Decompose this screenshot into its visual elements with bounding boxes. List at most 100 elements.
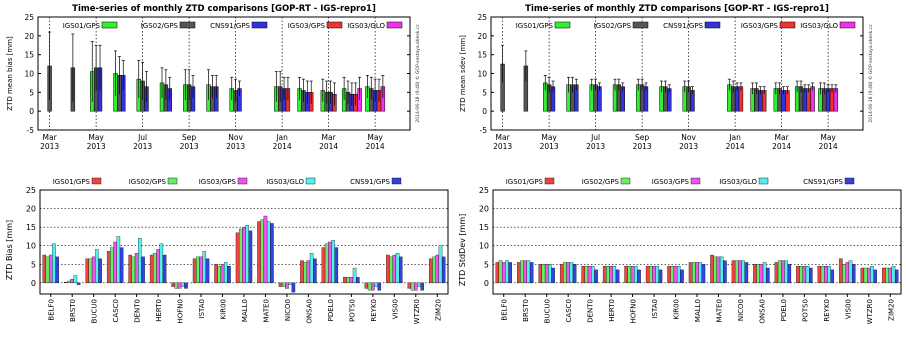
x-tick-year: 2013 [40, 142, 59, 151]
legend-label: CNS91/GPS [803, 178, 843, 186]
bar [171, 282, 175, 287]
bar [688, 262, 693, 284]
x-tick-year: 2014 [366, 142, 385, 151]
bar [42, 254, 47, 284]
legend-swatch [779, 21, 796, 29]
bar [266, 221, 271, 284]
bar [738, 260, 742, 284]
x-tick-month: Sep [635, 133, 649, 142]
x-tick-year: 2013 [586, 142, 605, 151]
bar [159, 243, 164, 284]
bar [805, 265, 810, 284]
bar [398, 256, 403, 284]
bar [566, 262, 570, 284]
bar [741, 260, 745, 284]
side-watermark-text: 2014-06-18 (9:48) © GOP-sestaya.ebesk.cz [414, 24, 421, 123]
bar [91, 256, 96, 284]
bar [520, 260, 524, 284]
bar [624, 265, 628, 284]
bar [205, 258, 210, 284]
bar [655, 265, 660, 284]
y-tick-label: 20 [24, 32, 34, 41]
legend-label: CNS91/GPS [663, 22, 703, 30]
y-tick-label: 20 [479, 205, 489, 214]
bar [548, 264, 552, 284]
bar [417, 282, 421, 287]
bar [777, 260, 782, 284]
bar [435, 254, 440, 284]
bar [281, 282, 286, 287]
bar [766, 267, 770, 284]
legend-label: IGS03/GPS [288, 22, 326, 30]
bar [710, 254, 714, 284]
y-tick-label: -5 [480, 126, 488, 135]
bar [612, 265, 617, 284]
bar [371, 282, 375, 291]
bar [774, 262, 779, 284]
bar [73, 275, 78, 284]
bar [162, 254, 167, 284]
legend-label: IGS03/GLO [800, 22, 838, 30]
x-tick-label: KIR00 [673, 299, 681, 319]
legend-swatch [391, 177, 402, 185]
bar [343, 277, 347, 284]
bar [95, 249, 99, 284]
x-tick-month: Mar [775, 133, 790, 142]
bar [242, 226, 246, 284]
bar [181, 282, 185, 287]
chart-station-stddev: 0 5 10 15 20 25 ZTD StdDev [mm] IGS01/GPS IGS02/… [453, 170, 906, 336]
x-tick-month: Jul [137, 133, 147, 142]
legend-swatch [251, 21, 268, 29]
y-tick-label: 5 [31, 260, 36, 269]
legend-swatch [305, 177, 316, 185]
y-tick-label: 10 [24, 70, 34, 79]
bar [882, 267, 886, 284]
bar [863, 267, 868, 284]
bar [634, 265, 638, 284]
x-tick-label: BRST0 [522, 299, 530, 322]
legend-label: IGS03/GLO [719, 178, 757, 186]
x-tick-month: Nov [228, 133, 243, 142]
bar [392, 254, 397, 284]
bar [809, 267, 813, 284]
bar [227, 265, 231, 284]
bar [220, 264, 225, 284]
legend-label: CNS91/GPS [210, 22, 250, 30]
x-tick-label: BRST0 [69, 299, 77, 322]
bar [131, 256, 136, 284]
legend-label: IGS02/GPS [582, 178, 620, 186]
bar [587, 265, 592, 284]
bar [291, 282, 296, 293]
y-tick-label: 15 [24, 51, 34, 60]
legend-label: IGS03/GPS [199, 178, 237, 186]
bar [324, 243, 329, 284]
bar [541, 264, 546, 284]
bar [551, 267, 555, 284]
legend-label: IGS03/GLO [266, 178, 304, 186]
chart-title: Time-series of monthly ZTD comparisons [… [72, 4, 376, 14]
legend-label: IGS02/GPS [141, 22, 179, 30]
x-tick-label: HOFN0 [630, 299, 638, 324]
bar [138, 238, 142, 284]
legend-swatch [326, 21, 343, 29]
bar [572, 264, 577, 284]
bar [526, 260, 531, 284]
x-tick-year: 2014 [772, 142, 791, 151]
bar [851, 264, 856, 284]
x-tick-label: HERT0 [155, 299, 163, 322]
bar [609, 265, 613, 284]
x-tick-label: NICO0 [284, 299, 292, 321]
bar [891, 265, 896, 284]
x-tick-month: May [541, 133, 557, 142]
bar [364, 282, 369, 289]
x-tick-year: 2014 [819, 142, 838, 151]
legend-label: IGS01/GPS [63, 22, 101, 30]
x-tick-label: WTZR0 [866, 299, 874, 324]
bar [756, 264, 760, 284]
bar [529, 262, 534, 284]
bar [199, 256, 203, 284]
bar [149, 254, 154, 284]
bar [695, 262, 699, 284]
x-tick-label: ONSA0 [758, 299, 766, 324]
y-tick-label: 5 [482, 88, 487, 97]
